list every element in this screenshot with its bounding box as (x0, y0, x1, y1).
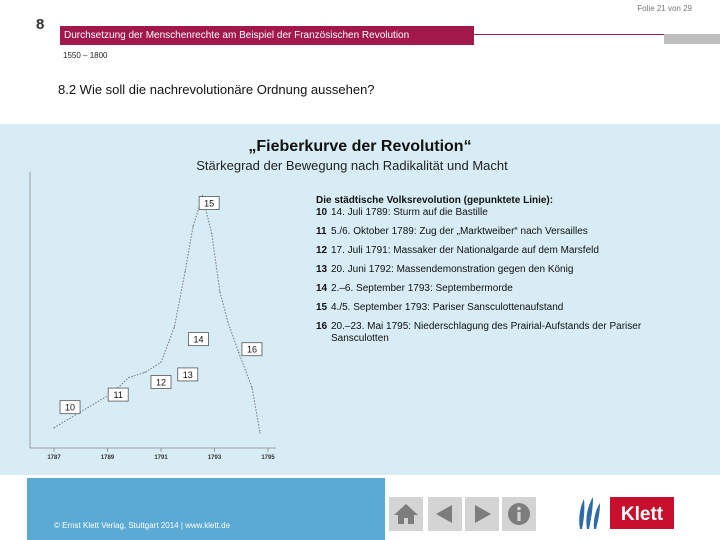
event-marker-box (150, 375, 172, 389)
legend-item: 12 17. Juli 1791: Massaker der Nationalga… (316, 245, 656, 257)
event-marker-label: 10 (65, 403, 75, 413)
legend-item-text: 4./5. September 1793: Pariser Sansculott… (331, 302, 564, 313)
legend-item-number: 15 (316, 302, 328, 313)
section-heading: 8.2 Wie soll die nachrevolutionäre Ordnu… (58, 82, 375, 97)
data-point (53, 427, 55, 429)
logo-text: Klett (621, 504, 664, 525)
event-marker-box (59, 400, 81, 415)
home-icon (394, 504, 418, 524)
data-point (128, 376, 130, 379)
legend-item: 11 5./6. Oktober 1789: Zug der „Marktweib… (316, 226, 656, 238)
klett-logo[interactable]: Klett (570, 489, 674, 537)
data-point (237, 351, 240, 353)
legend-item-text: 2.–6. September 1793: Septembermorde (331, 283, 513, 294)
x-tick-label: 1793 (208, 455, 222, 461)
legend-item-number: 11 (316, 226, 327, 237)
legend-item-text: 20. Juni 1792: Massendemonstration gegen… (331, 264, 574, 275)
series-line (53, 194, 261, 433)
event-marker-box (107, 387, 129, 402)
data-point (160, 361, 162, 363)
event-marker-box (188, 332, 209, 347)
data-point (144, 371, 146, 373)
legend-item-number: 10 (316, 207, 328, 218)
event-marker-label: 16 (247, 345, 257, 355)
legend-item-text: 14. Juli 1789: Sturm auf die Bastille (331, 207, 488, 218)
legend-item: 10 14. Juli 1789: Sturm auf die Bastille (316, 207, 656, 219)
x-tick-label: 1789 (101, 455, 115, 461)
header-title: Durchsetzung der Menschenrechte am Beisp… (64, 30, 410, 41)
chart-subtitle: Stärkegrad der Bewegung nach Radikalität… (196, 158, 508, 173)
data-point (259, 432, 261, 434)
event-marker-box (241, 342, 263, 357)
legend-item-text: 20.–23. Mai 1795: Niederschlagung des Pr… (331, 321, 642, 344)
footer-bar (27, 478, 385, 540)
legend-item: 14 2.–6. September 1793: Septembermorde (316, 283, 656, 295)
legend-item-text: 5./6. Oktober 1789: Zug der „Marktweiber… (331, 226, 588, 237)
event-marker-label: 15 (204, 199, 214, 209)
chart-title: „Fieberkurve der Revolution“ (248, 138, 472, 155)
back-icon (436, 505, 452, 523)
legend-title: Die städtische Volksrevolution (gepunkte… (316, 195, 554, 206)
data-point (173, 326, 175, 328)
klett-logo-mark: Klett (579, 497, 674, 529)
data-point (219, 291, 221, 293)
event-marker-box (198, 196, 220, 210)
event-marker-label: 14 (193, 335, 203, 345)
legend-item-number: 12 (316, 245, 328, 256)
home-button[interactable] (389, 497, 423, 531)
legend-item: 15 4./5. September 1793: Pariser Sansculo… (316, 302, 656, 314)
header-divider (474, 34, 664, 35)
data-point (184, 271, 186, 273)
header-accent (664, 34, 720, 44)
info-button[interactable] (502, 497, 536, 531)
next-button[interactable] (465, 497, 499, 531)
content-panel (0, 124, 720, 475)
forward-icon (475, 505, 491, 523)
copyright: © Ernst Klett Verlag, Stuttgart 2014 | w… (53, 521, 231, 530)
event-marker-box (177, 367, 199, 382)
chapter-number: 8 (36, 16, 45, 33)
legend-item-number: 14 (316, 283, 328, 294)
fever-curve-chart: 1787 1789 1791 1793 1795 10 11 12 13 14 15 16 (29, 172, 276, 461)
legend-item-text: 17. Juli 1791: Massaker der Nationalgard… (331, 245, 599, 256)
legend-item-number: 16 (316, 321, 328, 332)
x-tick-label: 1795 (261, 455, 275, 461)
previous-button[interactable] (428, 497, 462, 531)
data-point (192, 225, 194, 227)
data-point (227, 321, 229, 323)
period-label: 1550 – 1800 (63, 51, 108, 60)
header-bar: Durchsetzung der Menschenrechte am Beisp… (60, 26, 474, 45)
x-tick-label: 1791 (154, 455, 168, 461)
legend-item: 13 20. Juni 1792: Massendemonstration geg… (316, 264, 656, 276)
event-marker-label: 12 (156, 377, 166, 387)
legend-item-number: 13 (316, 264, 328, 275)
data-point (211, 233, 213, 235)
event-marker-label: 11 (114, 390, 123, 400)
info-icon (508, 503, 530, 525)
legend: Die städtische Volksrevolution (gepunkte… (316, 195, 656, 345)
x-tick-label: 1787 (47, 455, 61, 461)
slide-counter: Folie 21 von 29 (637, 4, 692, 13)
legend-item: 16 20.–23. Mai 1795: Niederschlagung des … (316, 321, 656, 345)
event-marker-label: 13 (183, 370, 193, 380)
data-point (251, 386, 253, 389)
